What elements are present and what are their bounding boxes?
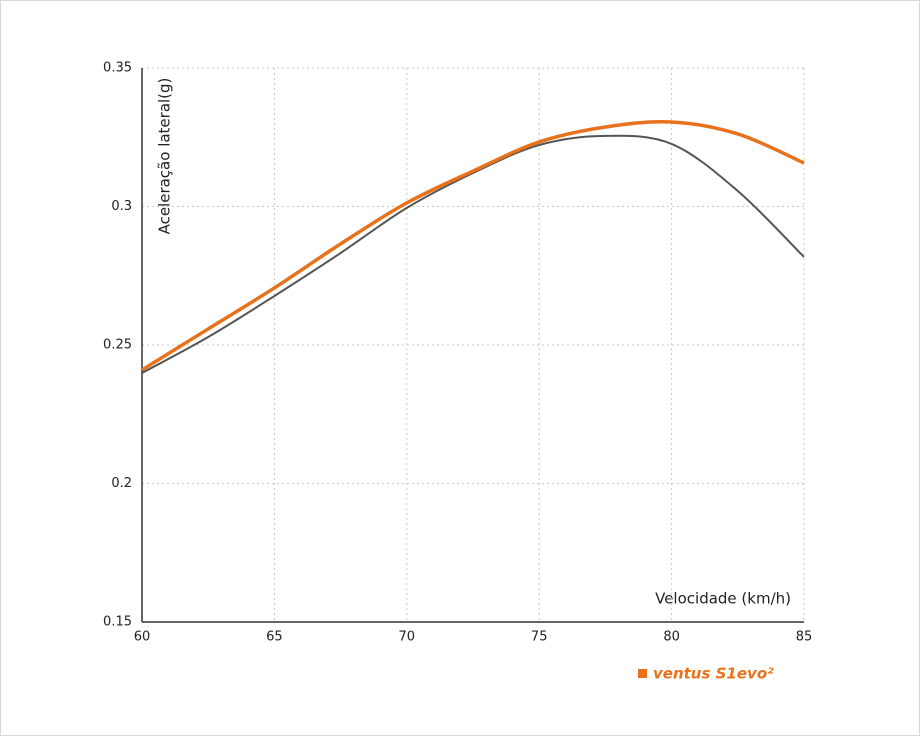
y-tick-label: 0.35 [103, 61, 132, 76]
x-tick-label: 85 [796, 630, 813, 645]
y-axis-label: Aceleração lateral(g) [156, 78, 174, 235]
series-line [141, 134, 805, 374]
y-tick-label: 0.25 [103, 338, 132, 353]
y-tick-label: 0.3 [111, 199, 132, 214]
y-tick-label: 0.15 [103, 615, 132, 630]
x-axis-label: Velocidade (km/h) [655, 590, 791, 608]
legend-label: ventus S1evo² [653, 665, 774, 683]
x-tick-label: 60 [134, 630, 151, 645]
y-tick-label: 0.2 [111, 476, 132, 491]
x-tick-label: 70 [399, 630, 416, 645]
x-tick-label: 75 [531, 630, 548, 645]
legend-swatch [638, 669, 647, 678]
series-line [141, 120, 805, 372]
x-tick-label: 80 [663, 630, 680, 645]
x-tick-label: 65 [266, 630, 283, 645]
